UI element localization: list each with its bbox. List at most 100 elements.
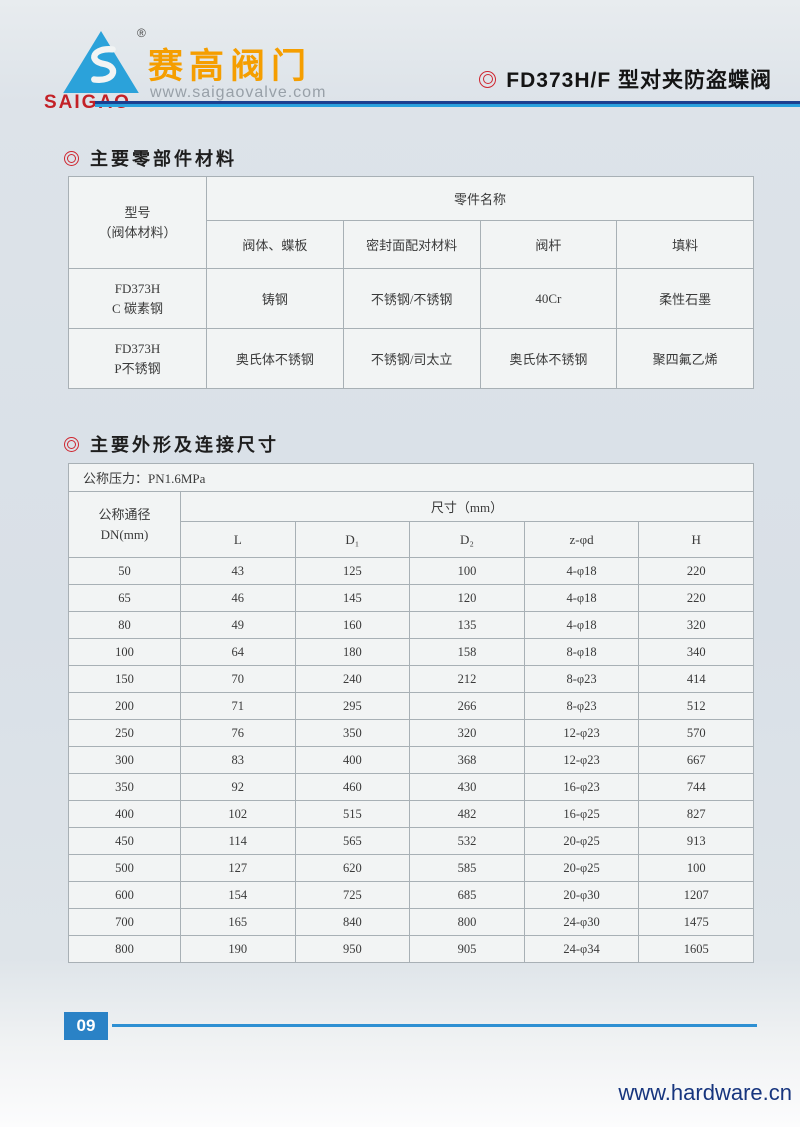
dimension-cell: 240 [294,665,411,693]
dimension-cell: 368 [409,746,525,774]
dimensions-row: 700 165 840 800 24-φ30 1475 [68,908,754,936]
section-title-text: 主要外形及连接尺寸 [90,435,279,455]
col0-header-line1: 公称通径 [98,507,151,522]
dimension-cell: 840 [294,908,411,936]
dimension-cell: 114 [180,827,296,855]
dimension-cell: 16-φ23 [523,773,640,801]
section-title-dimensions: 主要外形及连接尺寸 [64,431,279,457]
dimensions-row: 350 92 460 430 16-φ23 744 [68,773,754,801]
dn-cell: 700 [68,908,181,936]
dimension-cell: 135 [409,611,525,639]
dimension-cell: 414 [638,665,754,693]
dimension-cell: 20-φ30 [523,881,640,909]
dimensions-row: 600 154 725 685 20-φ30 1207 [68,881,754,909]
dn-cell: 450 [68,827,181,855]
materials-cell: 铸钢 [206,268,344,329]
page-number-badge: 09 [64,1012,108,1040]
dn-cell: 800 [68,935,181,963]
dn-cell: 100 [68,638,181,666]
dimension-cell: 8-φ23 [523,692,640,720]
dimensions-row: 100 64 180 158 8-φ18 340 [68,638,754,666]
header-divider-line [95,101,800,107]
dimension-cell: 1207 [638,881,754,909]
footer-website: www.hardware.cn [618,1080,792,1105]
dn-cell: 150 [68,665,181,693]
dimensions-row: 500 127 620 585 20-φ25 100 [68,854,754,882]
page-title: FD373H/F 型对夹防盗蝶阀 [506,69,772,92]
dimensions-row: 150 70 240 212 8-φ23 414 [68,665,754,693]
dimension-cell: 220 [638,557,754,585]
materials-row: FD373H C 碳素钢 铸钢 不锈钢/不锈钢 40Cr 柔性石墨 [68,268,754,329]
col0-header-line1: 型号 [124,205,151,220]
dn-cell: 350 [68,773,181,801]
dimension-cell: 125 [294,557,411,585]
dimension-cell: 100 [409,557,525,585]
dn-cell: 65 [68,584,181,612]
dimension-cell: 460 [294,773,411,801]
dimension-cell: 725 [294,881,411,909]
dimensions-group-header: 尺寸（mm） [180,491,754,522]
dimension-cell: 160 [294,611,411,639]
dimension-cell: 913 [638,827,754,855]
dimension-cell: 266 [409,692,525,720]
dimensions-column-header: D₂ [409,521,525,558]
dimension-cell: 43 [180,557,296,585]
dimension-cell: 1475 [638,908,754,936]
dimension-cell: 8-φ18 [523,638,640,666]
dimension-cell: 220 [638,584,754,612]
section-ring-icon [64,436,79,452]
materials-cell: 奥氏体不锈钢 [206,328,344,389]
dn-cell: 400 [68,800,181,828]
col0-header-line2: DN(mm) [100,526,149,542]
dimensions-row: 200 71 295 266 8-φ23 512 [68,692,754,720]
dimension-cell: 24-φ30 [523,908,640,936]
dimensions-column-header: H [638,521,754,558]
dimension-cell: 76 [180,719,296,747]
dimension-cell: 482 [409,800,525,828]
saigao-logo-triangle-icon [63,30,139,94]
model-line: FD373H [114,281,161,296]
dimensions-column-header: L [180,521,296,558]
dimension-cell: 49 [180,611,296,639]
materials-cell: 柔性石墨 [616,268,754,329]
materials-group-header: 零件名称 [206,176,754,221]
dimension-cell: 83 [180,746,296,774]
brand-name-cn: 赛高阀门 [148,47,313,86]
dimension-cell: 1605 [638,935,754,963]
materials-cell: 不锈钢/司太立 [342,328,481,389]
dimension-cell: 127 [180,854,296,882]
dimension-cell: 350 [294,719,411,747]
dimensions-row: 400 102 515 482 16-φ25 827 [68,800,754,828]
dimension-cell: 12-φ23 [523,719,640,747]
materials-table: 型号 （阀体材料） 零件名称 阀体、蝶板 密封面配对材料 阀杆 填料 FD373H C … [68,176,754,389]
materials-cell: 奥氏体不锈钢 [479,328,618,389]
dimension-cell: 295 [294,692,411,720]
dimension-cell: 165 [180,908,296,936]
dimension-cell: 12-φ23 [523,746,640,774]
dn-cell: 200 [68,692,181,720]
materials-cell: 40Cr [479,268,618,329]
dimension-cell: 4-φ18 [523,611,640,639]
dimension-cell: 620 [294,854,411,882]
dimension-cell: 667 [638,746,754,774]
brand-name-en: SAIGAO [44,92,131,113]
dn-cell: 600 [68,881,181,909]
dimension-cell: 400 [294,746,411,774]
dimension-cell: 340 [638,638,754,666]
brand-website: www.saigaovalve.com [150,84,327,101]
dimension-cell: 180 [294,638,411,666]
dimension-cell: 430 [409,773,525,801]
dimension-cell: 905 [409,935,525,963]
title-ring-icon [479,70,497,88]
dimension-cell: 320 [409,719,525,747]
col0-header-line2: （阀体材料） [98,224,177,240]
dn-cell: 500 [68,854,181,882]
dimensions-column-header: z-φd [523,521,640,558]
dimension-cell: 64 [180,638,296,666]
dimension-cell: 950 [294,935,411,963]
dimension-cell: 190 [180,935,296,963]
materials-col0-header: 型号 （阀体材料） [68,176,207,269]
dimension-cell: 46 [180,584,296,612]
dimension-cell: 120 [409,584,525,612]
